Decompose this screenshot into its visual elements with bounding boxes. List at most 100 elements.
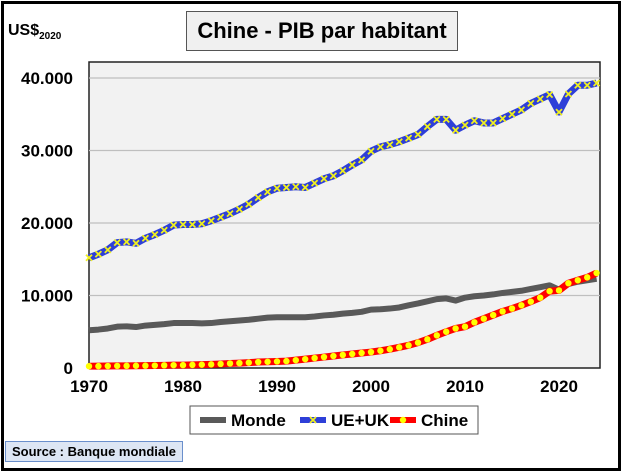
legend-box (189, 405, 479, 435)
data-point (508, 110, 516, 118)
x-tick-label: 2020 (540, 377, 578, 396)
data-point (292, 183, 300, 191)
data-point (414, 130, 422, 139)
data-point (565, 279, 572, 287)
data-point (132, 239, 140, 247)
data-point (555, 108, 563, 116)
data-point (386, 346, 393, 353)
data-point (114, 362, 121, 370)
data-point (208, 361, 215, 368)
data-point (545, 91, 554, 99)
data-point (396, 344, 403, 351)
legend-label: UE+UK (331, 411, 390, 430)
data-point (433, 115, 441, 123)
data-point (198, 220, 206, 228)
data-point (132, 362, 140, 369)
data-point (235, 205, 244, 213)
data-point (358, 349, 365, 357)
data-point (198, 361, 205, 368)
data-point (226, 360, 234, 367)
data-point (263, 188, 272, 196)
data-point (160, 226, 168, 234)
data-point (357, 156, 366, 164)
data-point (349, 350, 356, 358)
data-point (461, 121, 469, 129)
legend-label: Monde (231, 411, 286, 430)
series-line-monde (88, 275, 598, 334)
data-point (536, 95, 544, 103)
data-point (320, 175, 328, 183)
y-axis-label: US$ (8, 22, 40, 39)
data-point (188, 220, 197, 229)
data-point (480, 315, 487, 322)
data-point (461, 323, 469, 330)
data-point (330, 352, 337, 360)
data-point (564, 90, 573, 98)
data-point (122, 238, 131, 246)
data-point (574, 277, 581, 284)
data-point (217, 360, 224, 368)
data-point (170, 361, 177, 369)
legend-label: Chine (421, 411, 468, 430)
data-point (584, 274, 591, 281)
data-point (442, 115, 450, 123)
y-tick-label: 0 (64, 359, 73, 378)
data-point (207, 217, 215, 225)
data-point (85, 254, 93, 262)
y-tick-label: 10.000 (21, 287, 73, 306)
y-axis-unit: US$2020 (8, 22, 61, 42)
data-point (499, 308, 506, 315)
data-point (517, 106, 526, 114)
data-point (489, 119, 497, 127)
data-point (546, 287, 553, 295)
data-point (537, 294, 544, 301)
data-point (386, 141, 394, 149)
source-note: Source : Banque mondiale (5, 441, 183, 462)
data-point (273, 358, 281, 365)
data-point (142, 362, 149, 369)
y-axis-label-sub: 2020 (39, 31, 62, 43)
data-point (574, 81, 582, 89)
data-point (443, 328, 450, 335)
data-point (179, 361, 187, 369)
data-point (329, 172, 338, 180)
data-point (94, 250, 103, 258)
data-point (470, 117, 479, 125)
x-tick-label: 1990 (258, 377, 296, 396)
data-point (273, 184, 281, 192)
data-point (282, 183, 291, 192)
data-point (405, 342, 412, 349)
legend-marker (399, 416, 407, 424)
data-point (151, 362, 158, 369)
data-point (104, 246, 112, 254)
data-point (376, 143, 385, 151)
data-point (301, 183, 309, 192)
data-point (226, 209, 234, 218)
data-point (339, 167, 347, 175)
data-point (518, 302, 525, 309)
data-point (404, 134, 413, 142)
data-point (367, 348, 375, 356)
data-point (236, 359, 243, 367)
data-point (264, 358, 271, 365)
data-point (424, 336, 431, 343)
data-point (189, 361, 196, 369)
x-tick-label: 1980 (164, 377, 202, 396)
data-point (490, 311, 497, 319)
data-point (255, 358, 262, 366)
chart-title: Chine - PIB par habitant (186, 11, 458, 51)
data-point (433, 332, 440, 339)
data-point (367, 147, 375, 155)
data-point (179, 220, 187, 229)
data-point (480, 119, 488, 127)
data-point (320, 353, 328, 361)
x-tick-label: 1970 (70, 377, 108, 396)
data-point (95, 362, 102, 370)
data-point (451, 126, 460, 134)
data-point (452, 325, 459, 332)
data-point (311, 354, 318, 362)
data-point (414, 339, 422, 346)
data-point (123, 362, 130, 370)
y-tick-label: 20.000 (21, 214, 73, 233)
